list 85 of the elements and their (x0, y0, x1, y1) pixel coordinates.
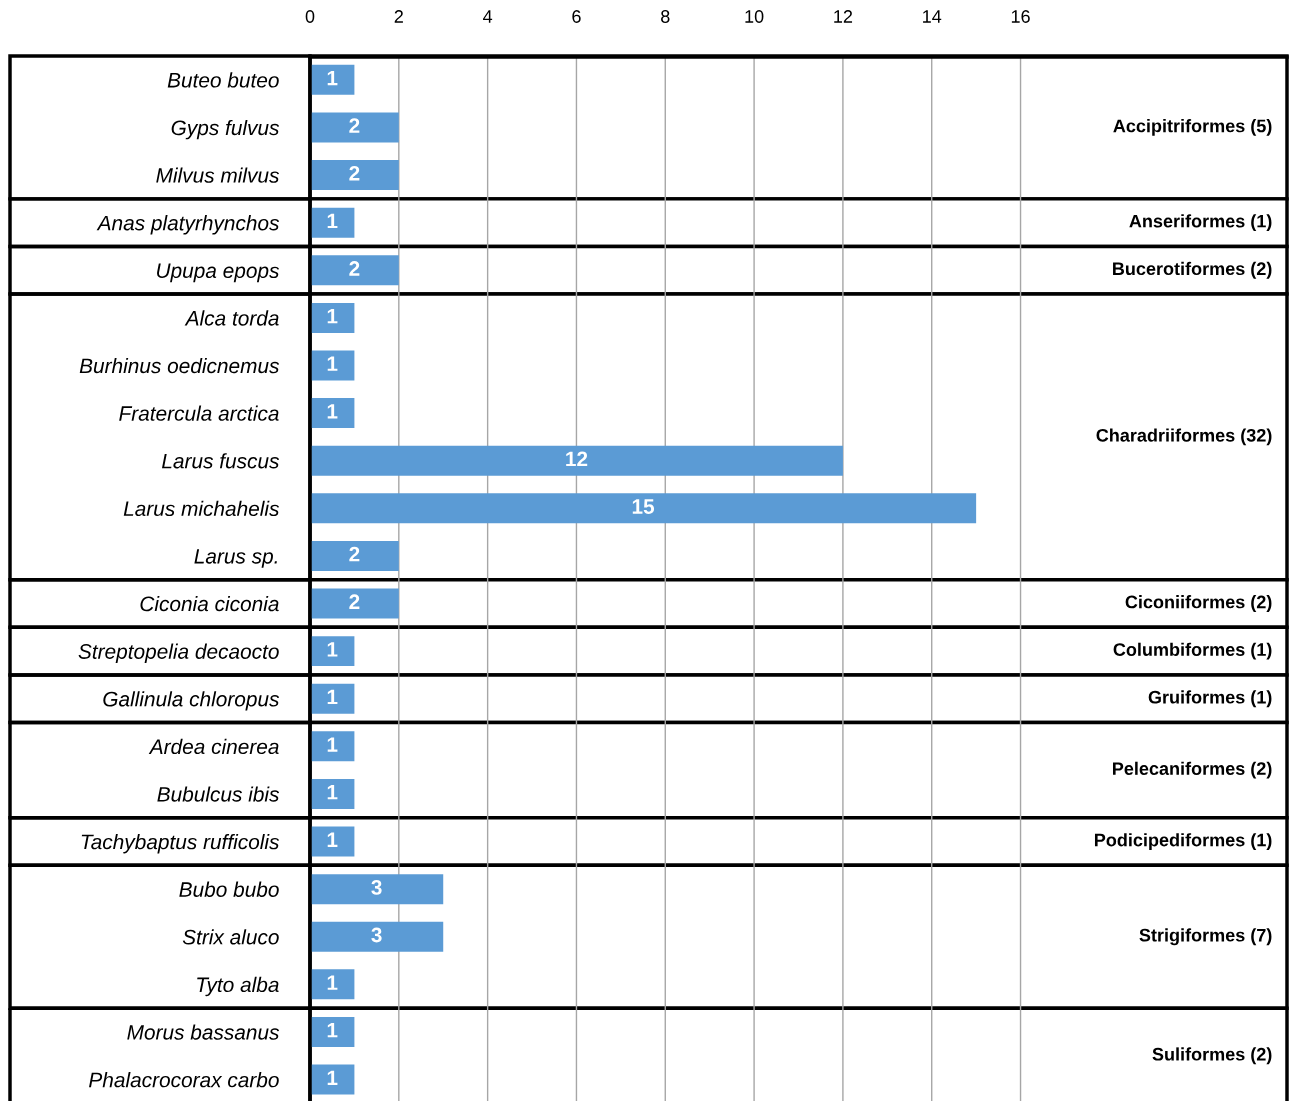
bar (310, 160, 399, 191)
data-label: 1 (327, 1070, 338, 1085)
y-tick-label: Streptopelia decaocto (78, 643, 279, 663)
band-label: Ciconiiformes (2) (1125, 595, 1272, 612)
data-label: 1 (327, 832, 338, 847)
y-tick-label: Burhinus oedicnemus (79, 357, 280, 374)
bar (310, 255, 399, 286)
data-label: 15 (632, 499, 655, 514)
data-label: 12 (566, 451, 588, 467)
x-tick-label: 14 (923, 10, 942, 23)
data-label: 1 (327, 642, 338, 657)
y-tick-label: Upupa epops (157, 263, 280, 283)
y-tick-label: Ciconia ciconia (140, 595, 279, 612)
bar (310, 1064, 355, 1095)
data-label: 1 (327, 1023, 338, 1038)
bar (310, 969, 355, 1000)
x-tick-label: 2 (394, 10, 403, 23)
band-label: Anseriformes (1) (1129, 214, 1272, 232)
y-tick-label: Larus sp. (194, 549, 277, 568)
band-label: Suliformes (2) (1152, 1047, 1272, 1065)
data-label: 2 (349, 118, 360, 133)
bar (310, 64, 355, 95)
data-label: 2 (349, 546, 360, 562)
data-label: 1 (327, 356, 338, 371)
bar (310, 778, 355, 809)
y-tick-label: Larus fuscus (161, 453, 280, 469)
x-tick-label: 12 (834, 10, 853, 23)
band-label: Pelecaniformes (2) (1113, 761, 1272, 779)
x-tick-label: 4 (483, 10, 493, 23)
band-label: Podicipediformes (1) (1094, 833, 1272, 850)
data-label: 1 (327, 785, 338, 800)
x-tick-label: 10 (745, 10, 764, 23)
x-tick-label: 0 (305, 10, 315, 23)
bar (310, 398, 355, 429)
bar (310, 921, 444, 952)
y-tick-label: Tyto alba (197, 976, 279, 997)
x-tick-label: 16 (1011, 10, 1030, 23)
y-tick-label: Buteo buteo (167, 72, 279, 88)
bar (310, 350, 355, 381)
y-tick-label: Alca torda (184, 310, 279, 326)
data-label: 1 (327, 213, 338, 229)
data-label: 1 (327, 737, 338, 752)
data-label: 1 (327, 404, 338, 419)
band-label: Strigiformes (7) (1139, 928, 1272, 946)
y-tick-label: Morus bassanus (127, 1024, 280, 1040)
bar (310, 302, 355, 333)
data-label: 1 (327, 689, 338, 705)
bar (310, 874, 444, 905)
band-label: Gruiformes (1) (1148, 690, 1272, 708)
bar (310, 731, 355, 762)
bar (310, 683, 355, 714)
y-tick-label: Anas platyrhynchos (96, 215, 280, 235)
x-tick-label: 8 (661, 10, 670, 23)
bar (310, 540, 399, 571)
band-label: Columbiformes (1) (1113, 642, 1272, 660)
bar (310, 1016, 355, 1047)
band-label: Charadriiformes (32) (1096, 428, 1272, 446)
band-label: Accipitriformes (5) (1113, 119, 1272, 136)
y-tick-label: Milvus milvus (156, 167, 280, 183)
y-tick-label: Phalacrocorax carbo (89, 1072, 279, 1088)
data-label: 1 (327, 70, 338, 86)
y-tick-label: Bubo bubo (179, 881, 279, 897)
y-tick-label: Gyps fulvus (171, 119, 280, 140)
y-tick-label: Bubulcus ibis (157, 786, 280, 802)
band-label: Bucerotiformes (2) (1113, 261, 1272, 279)
y-tick-label: Ardea cinerea (148, 738, 279, 755)
bar (310, 112, 399, 143)
y-tick-label: Larus michahelis (123, 500, 280, 517)
data-label: 3 (371, 927, 382, 943)
y-tick-label: Gallinula chloropus (103, 691, 280, 711)
data-label: 3 (371, 879, 382, 895)
data-label: 2 (349, 165, 360, 181)
y-tick-label: Tachybaptus rufficolis (81, 834, 280, 854)
data-label: 2 (349, 594, 360, 609)
x-tick-label: 6 (572, 10, 581, 23)
bar (310, 445, 843, 476)
bar (310, 826, 355, 857)
bar (310, 588, 399, 619)
bar (310, 493, 977, 524)
data-label: 2 (349, 261, 360, 276)
bar (310, 207, 355, 238)
data-label: 1 (327, 308, 338, 324)
data-label: 1 (327, 975, 338, 990)
y-tick-label: Fratercula arctica (119, 405, 279, 421)
y-tick-label: Strix aluco (182, 929, 279, 945)
